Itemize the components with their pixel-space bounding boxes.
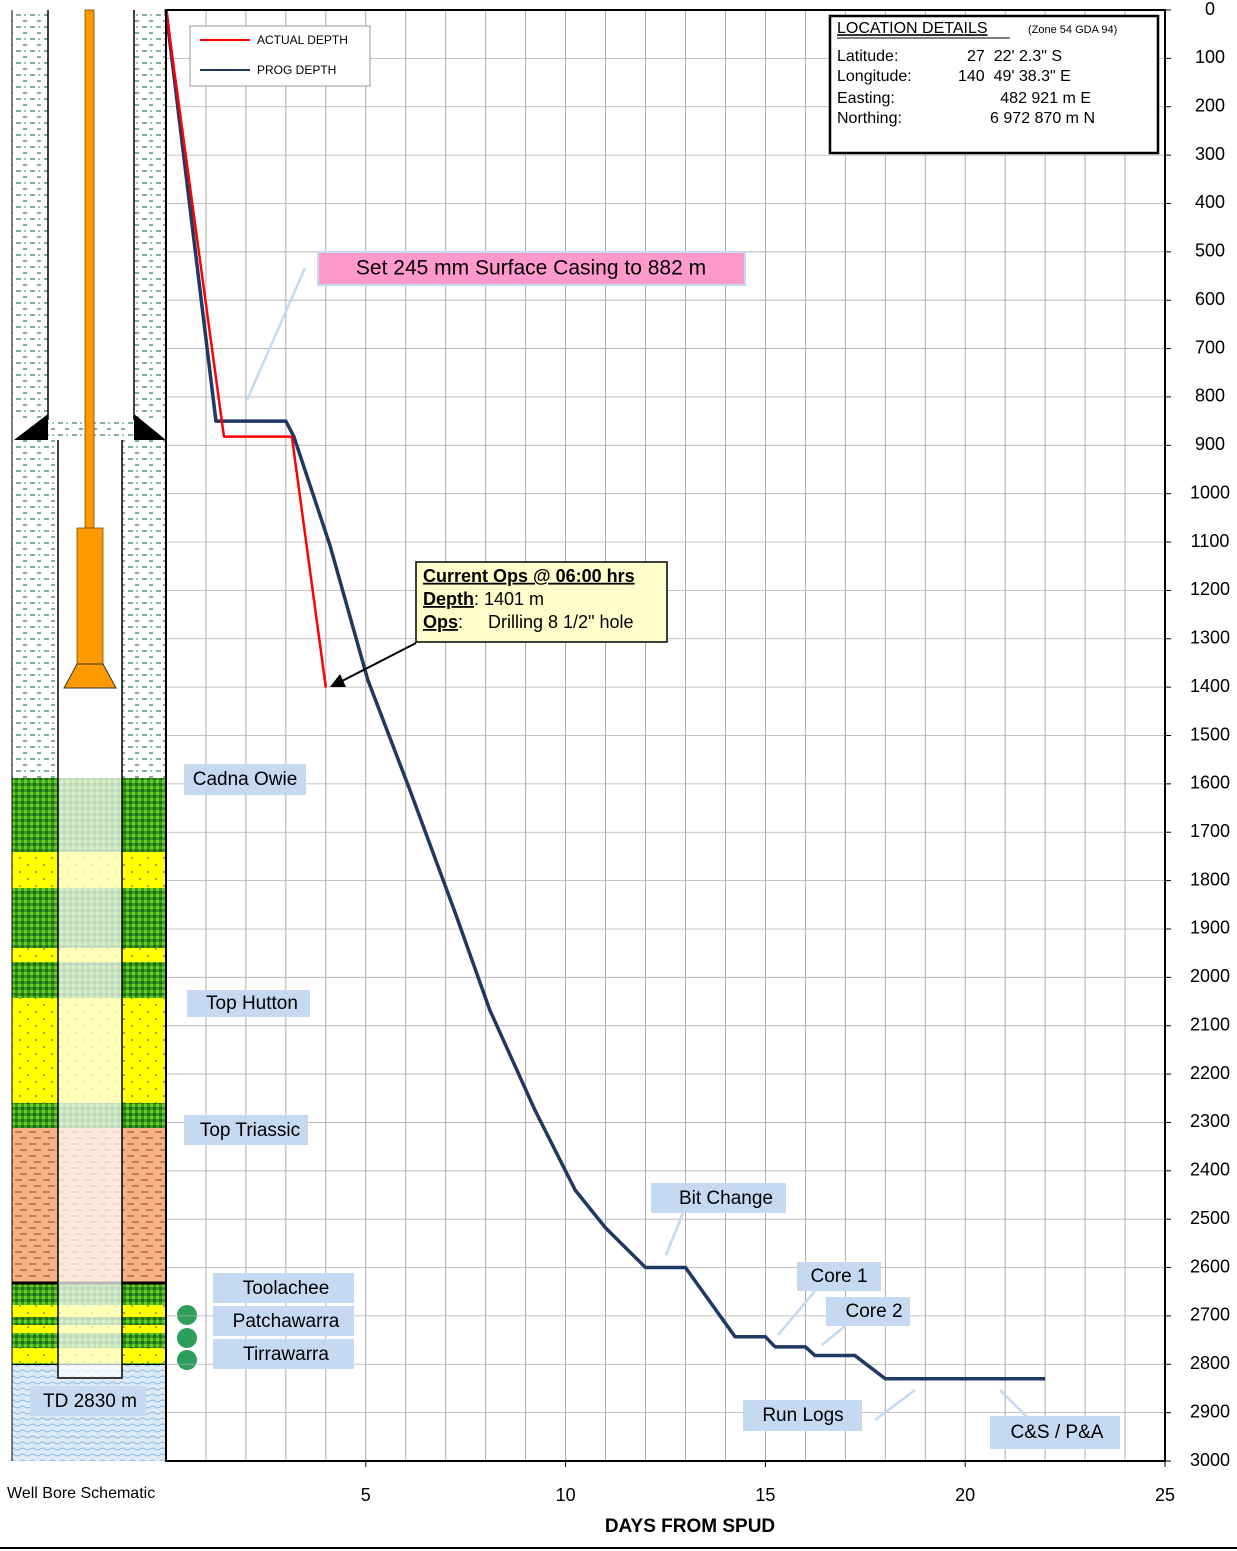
legend-label: ACTUAL DEPTH (257, 33, 348, 47)
y-tick-label: 1700 (1190, 821, 1230, 841)
y-tick-label: 700 (1195, 337, 1225, 357)
annotation: Depth (423, 589, 474, 609)
location-key: Latitude: (837, 48, 898, 65)
y-tick-label: 1000 (1190, 482, 1230, 502)
leader-line (247, 268, 305, 400)
leader-line (778, 1291, 815, 1335)
annotation: Ops: Drilling 8 1/2" hole (423, 612, 634, 632)
formation-label: Patchawarra (233, 1311, 340, 1332)
chart: 0 100 200 300 400 500 600 700 800 900 1000 1100 1200… (0, 0, 1237, 1551)
y-tick-label: 1800 (1190, 869, 1230, 889)
y-tick-label: 2700 (1190, 1305, 1230, 1325)
y-tick-label: 1300 (1190, 628, 1230, 648)
activity-label: Bit Change (679, 1188, 773, 1209)
y-tick-label: 500 (1195, 241, 1225, 261)
y-tick-label: 1400 (1190, 676, 1230, 696)
location-key: Easting: (837, 90, 895, 107)
location-key: Longitude: (837, 68, 912, 85)
ticks: 0 100 200 300 400 500 600 700 800 900 1000 1100 1200… (361, 0, 1230, 1505)
y-tick-label: 2800 (1190, 1353, 1230, 1373)
activity-label: Core 2 (845, 1301, 902, 1322)
location-details: LOCATION DETAILS (Zone 54 GDA 94) Latitu… (830, 16, 1158, 153)
location-value: 27 22' 2.3" S (967, 48, 1062, 65)
y-tick-label: 1100 (1191, 531, 1230, 551)
arrow-line (342, 643, 416, 681)
y-tick-label: 300 (1195, 144, 1225, 164)
legend-label: PROG DEPTH (257, 63, 336, 77)
grid (166, 10, 1165, 1461)
annotation: : Drilling 8 1/2" hole (458, 612, 633, 632)
annotation: Ops (423, 612, 458, 632)
x-tick-label: 15 (755, 1485, 775, 1505)
annotation: Depth: 1401 m (423, 589, 544, 609)
formation-label: Top Hutton (206, 993, 298, 1014)
formation-label: Cadna Owie (193, 769, 298, 790)
y-tick-label: 2400 (1190, 1160, 1230, 1180)
y-tick-label: 2900 (1190, 1401, 1230, 1421)
leader-line (822, 1326, 845, 1345)
y-tick-label: 2600 (1190, 1256, 1230, 1276)
x-axis-title: DAYS FROM SPUD (605, 1516, 775, 1537)
schematic-label: Well Bore Schematic (7, 1485, 155, 1502)
y-tick-label: 2300 (1190, 1111, 1230, 1131)
location-title: LOCATION DETAILS (837, 20, 988, 37)
y-tick-label: 1900 (1190, 918, 1230, 938)
y-tick-label: 400 (1195, 192, 1225, 212)
formation-label: Top Triassic (200, 1120, 300, 1141)
activity-label: Run Logs (762, 1405, 843, 1426)
location-value: 6 972 870 m N (990, 110, 1095, 127)
x-tick-label: 5 (361, 1485, 371, 1505)
formation-label: Tirrawarra (243, 1344, 329, 1365)
activity-label: C&S / P&A (1011, 1422, 1104, 1443)
location-key: Northing: (837, 110, 902, 127)
y-tick-label: 2000 (1190, 966, 1230, 986)
x-tick-label: 20 (955, 1485, 975, 1505)
y-tick-label: 1500 (1190, 724, 1230, 744)
y-tick-label: 1200 (1190, 579, 1230, 599)
annotation: Set 245 mm Surface Casing to 882 m (356, 257, 706, 280)
formation-label: TD 2830 m (43, 1391, 137, 1412)
annotation: : 1401 m (474, 589, 544, 609)
formation-label: Toolachee (243, 1278, 330, 1299)
location-value: 140 49' 38.3" E (958, 68, 1071, 85)
location-zone: (Zone 54 GDA 94) (1028, 24, 1117, 36)
y-tick-label: 800 (1195, 386, 1225, 406)
y-tick-label: 0 (1205, 0, 1215, 19)
y-tick-label: 600 (1195, 289, 1225, 309)
y-tick-label: 2500 (1190, 1208, 1230, 1228)
y-tick-label: 3000 (1190, 1450, 1230, 1470)
y-tick-label: 900 (1195, 434, 1225, 454)
activity-label: Core 1 (810, 1266, 867, 1287)
annotation: Current Ops @ 06:00 hrs (423, 566, 635, 586)
x-tick-label: 25 (1155, 1485, 1175, 1505)
x-tick-label: 10 (556, 1485, 576, 1505)
y-tick-label: 1600 (1190, 773, 1230, 793)
location-value: 482 921 m E (1000, 90, 1091, 107)
y-tick-label: 2100 (1190, 1014, 1230, 1034)
y-tick-label: 100 (1195, 47, 1225, 67)
y-tick-label: 2200 (1190, 1063, 1230, 1083)
leader-line (875, 1390, 915, 1420)
leader-line (1000, 1390, 1030, 1420)
legend: ACTUAL DEPTH PROG DEPTH (190, 26, 370, 86)
y-tick-label: 200 (1195, 95, 1225, 115)
